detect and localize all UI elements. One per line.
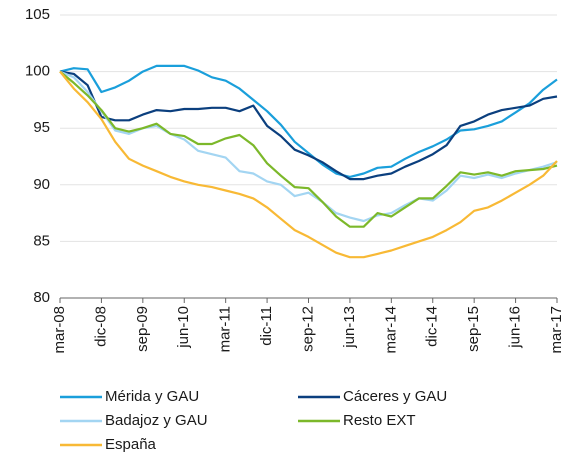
series-line xyxy=(59,64,558,178)
legend-label: Cáceres y GAU xyxy=(343,388,447,405)
legend-label: Mérida y GAU xyxy=(105,388,199,405)
x-tick-label: dic-11 xyxy=(258,306,275,346)
x-tick-label: mar-17 xyxy=(548,306,565,354)
x-tick-label: dic-14 xyxy=(424,306,441,347)
x-tick-label: jun-13 xyxy=(341,306,358,349)
x-tick-label: mar-08 xyxy=(51,306,68,354)
x-tick-label: sep-09 xyxy=(134,306,151,352)
legend-label: Resto EXT xyxy=(343,412,416,429)
x-tick-label: dic-08 xyxy=(92,306,109,347)
y-tick-label: 95 xyxy=(33,119,50,136)
y-tick-label: 85 xyxy=(33,232,50,249)
x-tick-label: jun-10 xyxy=(175,306,192,349)
x-tick-label: sep-12 xyxy=(299,306,316,352)
series-line xyxy=(59,70,558,223)
series-line xyxy=(59,70,558,228)
y-tick-label: 90 xyxy=(33,176,50,193)
series-line xyxy=(59,70,558,259)
x-tick-label: mar-11 xyxy=(217,306,234,352)
y-tick-label: 105 xyxy=(25,6,50,23)
y-tick-label: 80 xyxy=(33,289,50,306)
y-tick-label: 100 xyxy=(25,63,50,80)
x-tick-label: jun-16 xyxy=(507,306,524,349)
series-line xyxy=(59,70,558,181)
legend-label: Badajoz y GAU xyxy=(105,412,208,429)
x-tick-label: mar-14 xyxy=(382,306,399,354)
x-tick-label: sep-15 xyxy=(465,306,482,352)
legend-label: España xyxy=(105,436,157,453)
